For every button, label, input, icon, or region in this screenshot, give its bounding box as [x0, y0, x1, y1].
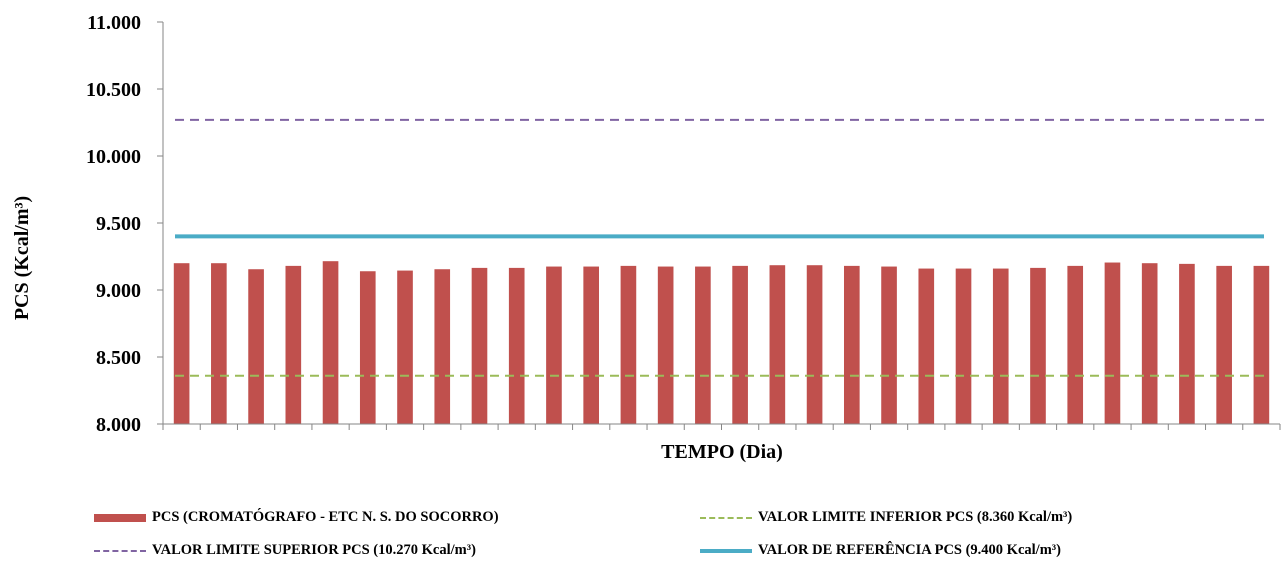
bar: [695, 266, 711, 424]
bar: [1179, 263, 1195, 424]
bar: [806, 265, 823, 424]
bar: [1067, 265, 1084, 424]
bar: [248, 269, 264, 424]
y-tick-label: 11.000: [87, 12, 141, 34]
y-axis-ticks: 8.000 8.500 9.000 9.500 10.000 10.500 11.000: [86, 12, 163, 436]
bar: [359, 271, 376, 424]
bar: [471, 267, 488, 424]
bar: [881, 266, 897, 424]
bar: [434, 269, 451, 424]
bar: [285, 265, 302, 424]
bar: [322, 261, 339, 424]
bar: [769, 265, 786, 424]
bar: [1141, 263, 1158, 424]
bar: [173, 263, 190, 424]
bar: [992, 268, 1009, 424]
bars-group: [173, 261, 1270, 424]
y-tick-label: 10.500: [86, 79, 141, 101]
bar: [1253, 265, 1270, 424]
x-axis-ticks: [162, 424, 1281, 430]
bar: [1030, 267, 1046, 424]
bar: [620, 265, 637, 424]
bar: [1216, 265, 1232, 424]
bar: [546, 266, 562, 424]
y-tick-label: 8.000: [96, 414, 141, 436]
bar: [397, 270, 413, 424]
bar: [583, 266, 600, 424]
bar: [955, 268, 972, 424]
bar: [657, 266, 674, 424]
bar: [732, 265, 748, 424]
bar: [918, 268, 935, 424]
bar: [1104, 262, 1121, 424]
y-tick-label: 9.500: [96, 213, 141, 235]
y-tick-label: 8.500: [96, 347, 141, 369]
x-axis-title: TEMPO (Dia): [661, 441, 783, 463]
bar: [843, 265, 860, 424]
y-axis-title: PCS (Kcal/m³): [11, 196, 33, 320]
bar: [508, 267, 525, 424]
bar: [211, 263, 227, 424]
reference-lines-group: [175, 118, 1264, 377]
y-tick-label: 9.000: [96, 280, 141, 302]
y-tick-label: 10.000: [86, 146, 141, 168]
